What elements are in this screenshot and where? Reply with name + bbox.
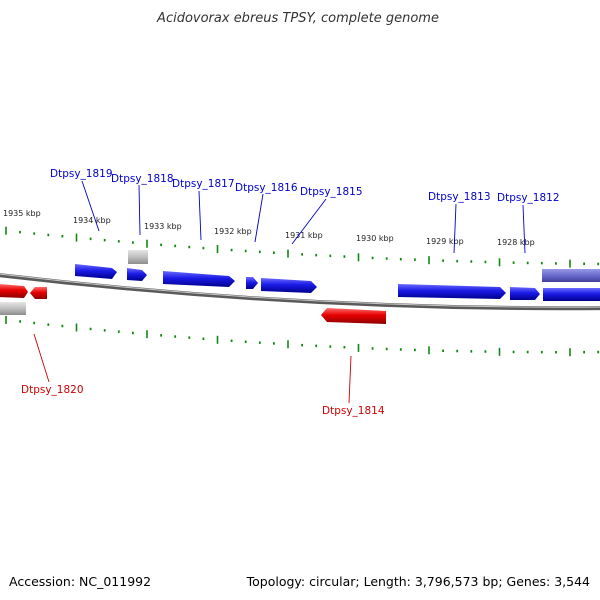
gene-dtpsy-1813[interactable]: [398, 284, 506, 299]
gene-dtpsy-1812[interactable]: [510, 287, 540, 300]
gene-labels: Dtpsy_1819 Dtpsy_1818 Dtpsy_1817 Dtpsy_1…: [21, 168, 560, 417]
gene-reverse-left[interactable]: [0, 284, 28, 298]
callout-line-1818: [138, 184, 141, 236]
scale-label-1929: 1929 kbp: [426, 237, 464, 246]
genome-backbone-highlight: [0, 273, 600, 308]
gene-dtpsy-1815[interactable]: [261, 278, 317, 293]
gene-dtpsy-1820[interactable]: [30, 287, 47, 299]
scale-label-1928: 1928 kbp: [497, 238, 535, 247]
accession-text: Accession: NC_011992: [9, 574, 151, 589]
callout-line-1814: [348, 355, 352, 404]
genome-summary-text: Topology: circular; Length: 3,796,573 bp…: [246, 574, 590, 589]
gene-dtpsy-1814[interactable]: [321, 308, 386, 324]
gene-label-1817[interactable]: Dtpsy_1817: [172, 178, 235, 190]
scale-label-1934: 1934 kbp: [73, 216, 111, 225]
scale-label-1935: 1935 kbp: [3, 209, 41, 218]
gene-dtpsy-1817[interactable]: [163, 271, 235, 287]
reverse-features: [0, 284, 386, 324]
inner-scale-ticks: [5, 315, 600, 357]
gene-callouts: [33, 180, 526, 404]
forward-features: [75, 250, 600, 301]
callout-line-1817: [198, 190, 202, 241]
scale-label-1930: 1930 kbp: [356, 234, 394, 243]
callout-line-1815: [291, 198, 327, 245]
scale-labels: 1935 kbp 1934 kbp 1933 kbp 1932 kbp 1931…: [3, 209, 535, 247]
scale-label-1933: 1933 kbp: [144, 222, 182, 231]
callout-line-1812: [522, 204, 526, 254]
outer-scale-ticks: [5, 226, 600, 268]
gene-label-1818[interactable]: Dtpsy_1818: [111, 173, 174, 185]
feature-gray-upper[interactable]: [128, 250, 148, 264]
scale-label-1932: 1932 kbp: [214, 227, 252, 236]
gene-label-1815[interactable]: Dtpsy_1815: [300, 186, 363, 198]
gene-dtpsy-1819[interactable]: [75, 264, 117, 279]
feature-gray-lower[interactable]: [0, 302, 26, 315]
gene-dtpsy-1816[interactable]: [246, 277, 258, 289]
gene-dtpsy-1818[interactable]: [127, 268, 147, 281]
gene-forward-edge[interactable]: [543, 288, 600, 301]
gene-label-1814[interactable]: Dtpsy_1814: [322, 405, 385, 417]
callout-line-1813: [453, 203, 457, 254]
callout-line-1819: [81, 180, 100, 232]
callout-line-1816: [254, 193, 264, 243]
gene-label-1816[interactable]: Dtpsy_1816: [235, 182, 298, 194]
map-title: Acidovorax ebreus TPSY, complete genome: [156, 11, 439, 26]
scale-label-1931: 1931 kbp: [285, 231, 323, 240]
callout-line-1820: [33, 333, 50, 383]
gene-label-1813[interactable]: Dtpsy_1813: [428, 191, 491, 203]
gene-label-1819[interactable]: Dtpsy_1819: [50, 168, 113, 180]
genome-backbone: [0, 273, 600, 311]
gene-label-1812[interactable]: Dtpsy_1812: [497, 192, 560, 204]
feature-purple-edge[interactable]: [542, 269, 600, 282]
gene-label-1820[interactable]: Dtpsy_1820: [21, 384, 84, 396]
